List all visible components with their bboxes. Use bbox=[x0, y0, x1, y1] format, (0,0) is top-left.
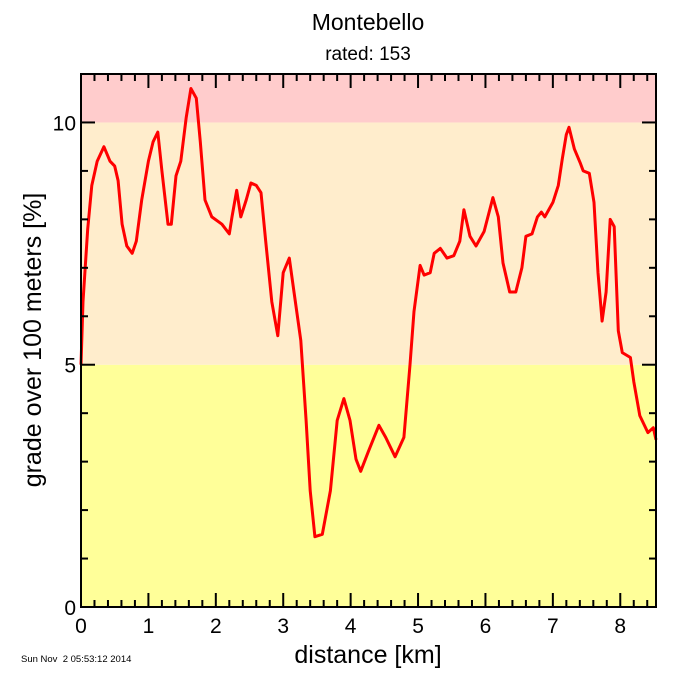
band-1 bbox=[81, 122, 656, 365]
y-tick-label: 10 bbox=[53, 112, 76, 135]
x-axis-label: distance [km] bbox=[294, 641, 441, 669]
x-tick-label: 2 bbox=[210, 615, 222, 638]
y-tick-label: 0 bbox=[64, 597, 76, 620]
band-0 bbox=[81, 364, 656, 607]
timestamp: Sun Nov 2 05:53:12 2014 bbox=[21, 654, 131, 665]
x-tick-label: 1 bbox=[143, 615, 155, 638]
x-tick-label: 6 bbox=[480, 615, 492, 638]
chart-subtitle: rated: 153 bbox=[325, 44, 411, 65]
grade-line bbox=[79, 87, 658, 539]
grade-bands bbox=[81, 74, 656, 607]
x-tick-label: 7 bbox=[547, 615, 559, 638]
axis-ticks bbox=[80, 73, 656, 608]
plot-frame bbox=[80, 73, 657, 608]
chart-title: Montebello bbox=[312, 9, 425, 35]
x-tick-label: 3 bbox=[277, 615, 289, 638]
x-tick-label: 0 bbox=[75, 615, 87, 638]
band-2 bbox=[81, 74, 656, 123]
x-tick-label: 8 bbox=[614, 615, 626, 638]
x-tick-label: 5 bbox=[412, 615, 424, 638]
x-tick-label: 4 bbox=[345, 615, 357, 638]
x-tick-labels: 0 1 2 3 4 5 6 7 8 bbox=[75, 615, 626, 638]
y-tick-labels: 0 5 10 bbox=[53, 112, 76, 620]
y-axis-label: grade over 100 meters [%] bbox=[19, 193, 47, 488]
y-tick-label: 5 bbox=[64, 355, 76, 378]
